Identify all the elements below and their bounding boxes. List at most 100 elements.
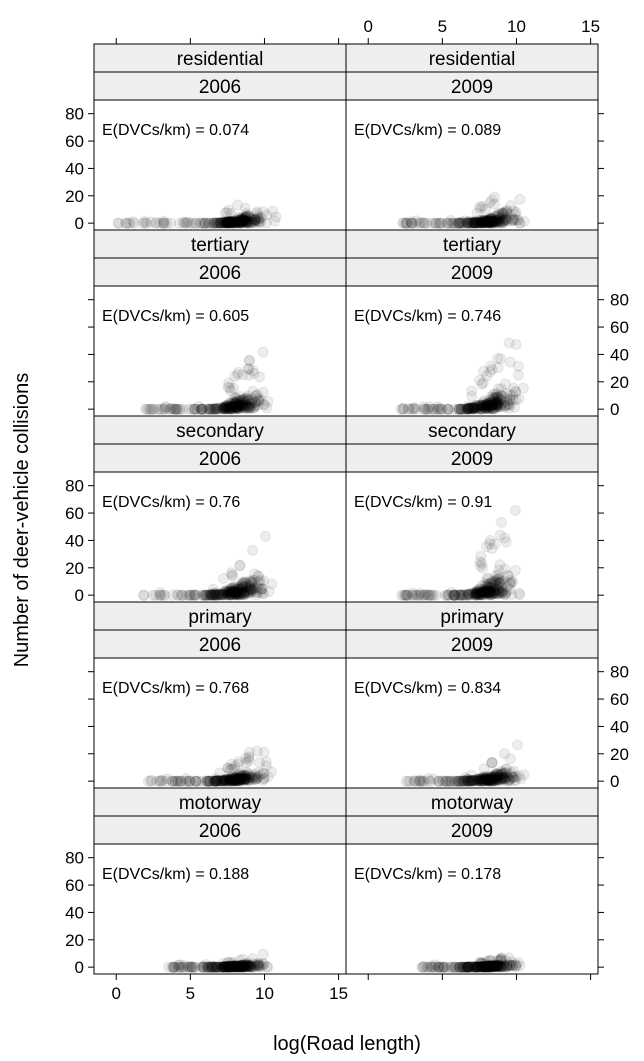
- strip-road-type: [93, 43, 347, 73]
- data-point: [219, 217, 231, 229]
- data-point: [469, 216, 481, 228]
- data-point: [467, 403, 479, 415]
- data-point: [225, 217, 237, 229]
- y-tick-label: 40: [65, 903, 84, 922]
- data-point: [507, 576, 519, 588]
- data-point: [397, 217, 409, 229]
- data-point: [254, 216, 265, 228]
- y-tick-label: 60: [65, 504, 84, 523]
- data-point: [491, 214, 503, 226]
- data-point: [229, 398, 241, 410]
- data-point: [241, 401, 253, 413]
- data-point: [405, 216, 417, 228]
- data-point: [230, 398, 242, 409]
- data-point: [222, 216, 234, 228]
- data-point: [244, 402, 256, 413]
- data-point: [158, 215, 170, 227]
- data-point: [144, 403, 156, 415]
- data-point: [233, 214, 245, 226]
- data-point: [236, 214, 248, 225]
- y-tick-label: 80: [610, 291, 629, 310]
- panel-annotation: E(DVCs/km) = 0.834: [354, 680, 501, 697]
- data-point: [245, 217, 257, 229]
- data-point: [433, 217, 445, 229]
- data-point: [234, 216, 245, 228]
- data-point: [465, 217, 477, 229]
- data-point: [186, 217, 198, 229]
- data-point: [496, 215, 508, 227]
- data-point: [228, 217, 240, 229]
- y-tick-label: 20: [65, 559, 84, 578]
- data-point: [244, 398, 256, 410]
- data-point: [512, 214, 524, 226]
- data-point: [475, 550, 487, 562]
- data-point: [211, 402, 223, 414]
- data-point: [484, 214, 496, 225]
- data-point: [158, 217, 170, 229]
- data-point: [491, 215, 503, 227]
- data-point: [494, 216, 506, 227]
- data-point: [413, 217, 425, 229]
- data-point: [247, 365, 259, 377]
- data-point: [251, 206, 263, 218]
- data-point: [222, 217, 233, 228]
- data-point: [127, 216, 139, 228]
- data-point: [169, 775, 181, 787]
- data-point: [450, 217, 462, 229]
- data-point: [233, 401, 245, 413]
- data-point: [145, 216, 157, 228]
- data-point: [253, 212, 265, 224]
- data-point: [154, 403, 166, 415]
- data-point: [240, 211, 252, 222]
- data-point: [498, 216, 510, 228]
- panel-primary-2009: primary 2009 E(DVCs/km) = 0.834: [345, 601, 599, 789]
- data-point: [480, 215, 492, 227]
- data-point: [441, 217, 453, 229]
- data-point: [242, 217, 254, 229]
- data-point: [240, 211, 252, 223]
- data-point: [243, 369, 255, 381]
- data-point: [224, 216, 236, 228]
- data-point: [479, 215, 491, 227]
- data-point: [482, 217, 494, 229]
- data-point: [225, 217, 237, 229]
- data-point: [227, 217, 239, 229]
- data-point: [455, 217, 467, 229]
- data-point: [189, 403, 201, 415]
- data-point: [507, 213, 519, 225]
- data-point: [260, 756, 272, 768]
- data-point: [164, 403, 176, 415]
- data-point: [510, 339, 522, 350]
- data-point: [490, 217, 502, 229]
- data-point: [182, 216, 194, 228]
- data-point: [513, 587, 525, 599]
- data-point: [199, 217, 211, 229]
- data-point: [251, 207, 263, 219]
- data-point: [443, 217, 454, 229]
- data-point: [235, 217, 247, 229]
- data-point: [223, 204, 235, 216]
- data-point: [499, 401, 511, 413]
- data-point: [206, 217, 218, 229]
- data-point: [217, 216, 228, 228]
- data-point: [472, 217, 484, 229]
- data-point: [233, 400, 245, 412]
- data-point: [506, 215, 518, 227]
- data-point: [237, 214, 249, 226]
- data-point: [475, 217, 486, 229]
- data-point: [225, 215, 237, 227]
- data-point: [261, 402, 273, 414]
- data-point: [493, 216, 504, 228]
- data-point: [210, 402, 222, 414]
- data-point: [224, 401, 236, 413]
- data-point: [228, 215, 240, 227]
- data-point: [518, 769, 530, 781]
- panel-annotation: E(DVCs/km) = 0.074: [102, 122, 249, 139]
- data-point: [486, 214, 497, 226]
- strip-road-type-label: primary: [440, 607, 504, 628]
- data-point: [493, 209, 505, 221]
- data-point: [161, 217, 173, 229]
- data-point: [484, 215, 496, 227]
- data-point: [215, 217, 227, 229]
- data-point: [480, 216, 492, 228]
